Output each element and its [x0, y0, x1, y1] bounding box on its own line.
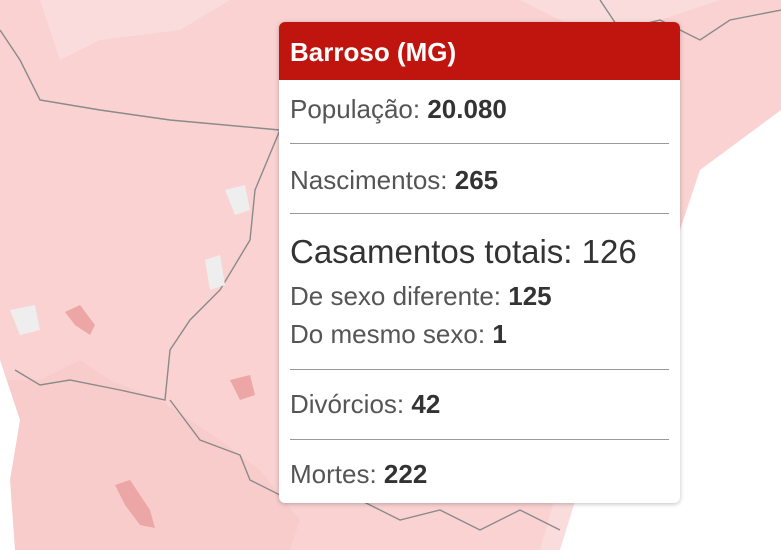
- label: População:: [290, 94, 421, 124]
- sea: [0, 360, 20, 550]
- value: 42: [411, 389, 441, 419]
- deaths-row: Mortes: 222: [290, 459, 427, 490]
- value: 1: [492, 319, 507, 349]
- value: 126: [581, 233, 637, 270]
- region: [0, 360, 300, 550]
- births-row: Nascimentos: 265: [290, 165, 498, 196]
- label: Do mesmo sexo:: [290, 319, 486, 349]
- municipalities: [65, 305, 255, 528]
- marriages-row: Casamentos totais: 126: [290, 233, 637, 271]
- same-sex-row: Do mesmo sexo: 1: [290, 319, 507, 350]
- no-data: [10, 185, 250, 335]
- separator: [290, 213, 669, 214]
- label: Nascimentos:: [290, 165, 448, 195]
- state-borders: [0, 0, 781, 531]
- label: De sexo diferente:: [290, 281, 502, 311]
- separator: [290, 369, 669, 370]
- value: 125: [508, 281, 552, 311]
- divorces-row: Divórcios: 42: [290, 389, 440, 420]
- value: 222: [383, 459, 428, 489]
- label: Casamentos totais:: [290, 233, 573, 270]
- value: 265: [454, 165, 499, 195]
- label: Divórcios:: [290, 389, 405, 419]
- separator: [290, 439, 669, 440]
- population-row: População: 20.080: [290, 94, 507, 125]
- value: 20.080: [427, 94, 507, 124]
- tooltip-title: Barroso (MG): [279, 22, 680, 80]
- different-sex-row: De sexo diferente: 125: [290, 281, 552, 312]
- label: Mortes:: [290, 459, 377, 489]
- tooltip: Barroso (MG) População: 20.080 Nasciment…: [279, 22, 680, 503]
- separator: [290, 143, 669, 144]
